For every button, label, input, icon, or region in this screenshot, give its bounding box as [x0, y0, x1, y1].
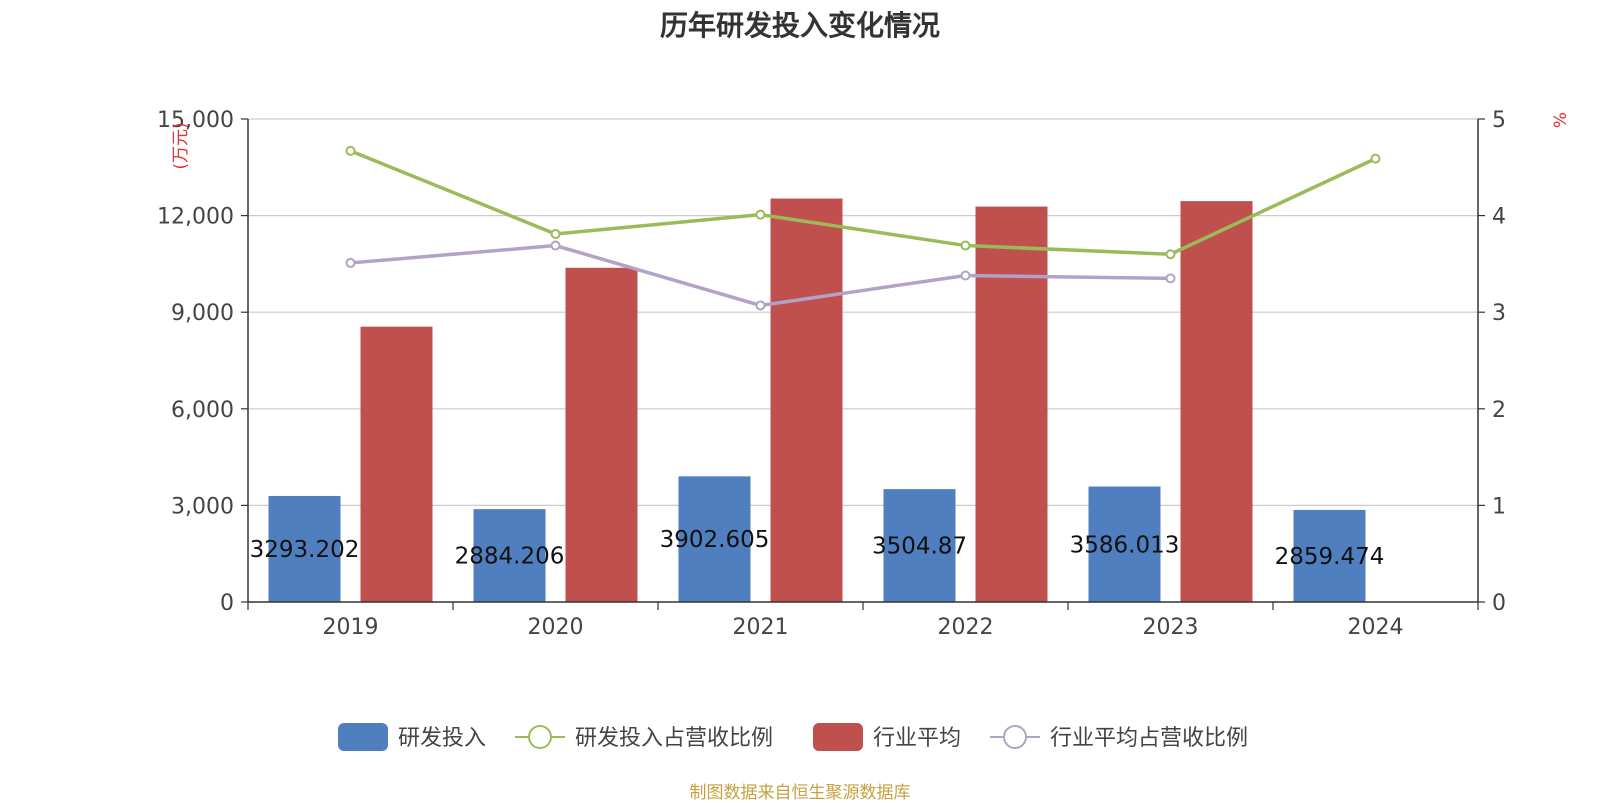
x-tick-label: 2024: [1348, 615, 1404, 640]
legend-label: 行业平均: [873, 726, 961, 751]
y-right-unit-label: %: [1551, 112, 1571, 128]
y-left-tick-label: 6,000: [171, 398, 234, 423]
y-left-tick-label: 9,000: [171, 301, 234, 326]
legend-swatch-行业平均: [813, 723, 863, 751]
bar-行业平均-2020: [565, 267, 638, 602]
bar-行业平均-2021: [770, 198, 843, 602]
grid-lines: [248, 118, 1478, 506]
y-right-tick-label: 2: [1492, 398, 1506, 423]
point-研发投入占营收比例: [550, 228, 561, 239]
y-left-tick-label: 15,000: [157, 108, 234, 133]
y-left-unit-label: (万元): [171, 122, 191, 169]
axes: 0 3,000 6,000 9,000 12,000 15,000 0 1 2 3 4 5 (万元)% 2…: [157, 108, 1571, 640]
legend: 研发投入 研发投入占营收比例 行业平均 行业平均占营收比例: [338, 723, 1248, 751]
chart-title: 历年研发投入变化情况: [659, 9, 940, 42]
point-行业平均占营收比例: [1165, 273, 1176, 284]
data-label: 3902.605: [660, 527, 770, 553]
bar-研发投入-2024: [1293, 509, 1366, 602]
bar-研发投入-2019: [268, 495, 341, 602]
y-right-tick-label: 3: [1492, 301, 1506, 326]
legend-marker-研发投入占营收比例: [528, 725, 552, 749]
point-研发投入占营收比例: [1370, 153, 1381, 164]
y-left-tick-label: 12,000: [157, 205, 234, 230]
legend-label: 研发投入占营收比例: [575, 726, 773, 751]
line-layer: [345, 145, 1381, 311]
bar-行业平均-2023: [1180, 201, 1253, 603]
bar-行业平均-2019: [360, 326, 433, 602]
point-研发投入占营收比例: [755, 209, 766, 220]
bar-行业平均-2022: [975, 206, 1048, 603]
x-tick-label: 2022: [938, 615, 994, 640]
point-研发投入占营收比例: [960, 240, 971, 251]
point-行业平均占营收比例: [345, 257, 356, 268]
source-note: 制图数据来自恒生聚源数据库: [689, 783, 911, 803]
point-研发投入占营收比例: [1165, 249, 1176, 260]
point-行业平均占营收比例: [960, 270, 971, 281]
x-tick-label: 2020: [528, 615, 584, 640]
data-label: 3293.202: [250, 537, 360, 563]
point-行业平均占营收比例: [755, 300, 766, 311]
legend-label: 行业平均占营收比例: [1050, 726, 1248, 751]
data-label: 2884.206: [455, 544, 565, 570]
data-label: 3586.013: [1070, 532, 1180, 558]
x-tick-label: 2021: [733, 615, 789, 640]
y-left-tick-label: 3,000: [171, 494, 234, 519]
line-研发投入占营收比例: [349, 149, 1377, 257]
x-tick-label: 2019: [323, 615, 379, 640]
bar-研发投入-2023: [1088, 486, 1161, 602]
bar-研发投入-2020: [473, 509, 546, 602]
point-研发投入占营收比例: [345, 145, 356, 156]
data-labels: 3293.202 2884.206 3902.605 3504.87 3586.013 2…: [250, 527, 1385, 570]
data-label: 3504.87: [872, 534, 967, 560]
point-行业平均占营收比例: [550, 240, 561, 251]
bar-研发投入-2022: [883, 489, 956, 602]
y-right-tick-label: 0: [1492, 591, 1506, 616]
legend-marker-行业平均占营收比例: [1003, 725, 1027, 749]
y-right-tick-label: 1: [1492, 494, 1506, 519]
y-right-tick-label: 4: [1492, 205, 1506, 230]
y-right-tick-label: 5: [1492, 108, 1506, 133]
legend-swatch-研发投入: [338, 723, 388, 751]
data-label: 2859.474: [1275, 544, 1385, 570]
bar-研发投入-2021: [678, 476, 751, 602]
x-tick-label: 2023: [1143, 615, 1199, 640]
legend-label: 研发投入: [398, 726, 486, 751]
bar-layer: [268, 198, 1366, 603]
y-left-tick-label: 0: [220, 591, 234, 616]
